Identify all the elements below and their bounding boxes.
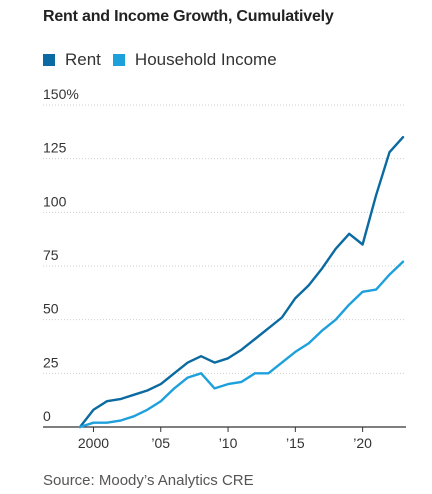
legend-label-household-income: Household Income [134,50,277,69]
source-note: Source: Moody’s Analytics CRE [43,472,254,489]
legend-item-rent: Rent [43,50,101,70]
series-line-household-income [78,260,405,429]
x-tick-label-2010: ’10 [219,435,238,451]
y-tick-label-100: 100 [43,193,67,209]
y-tick-label-50: 50 [43,301,59,317]
x-tick-label-2005: ’05 [151,435,170,451]
chart-title: Rent and Income Growth, Cumulatively [43,8,334,25]
legend: Rent Household Income [43,50,289,70]
x-tick-label-2015: ’15 [286,435,305,451]
y-tick-label-150: 150% [43,86,79,102]
legend-label-rent: Rent [65,50,101,69]
x-tick-label-2000: 2000 [78,435,109,451]
legend-item-household-income: Household Income [112,50,277,70]
y-tick-label-75: 75 [43,247,59,263]
y-tick-label-25: 25 [43,354,59,370]
y-tick-label-125: 125 [43,140,67,156]
legend-swatch-household-income [112,54,125,66]
y-tick-label-0: 0 [43,408,51,424]
series-line-rent [78,135,405,429]
legend-swatch-rent [43,54,55,66]
x-tick-label-2020: ’20 [353,435,372,451]
